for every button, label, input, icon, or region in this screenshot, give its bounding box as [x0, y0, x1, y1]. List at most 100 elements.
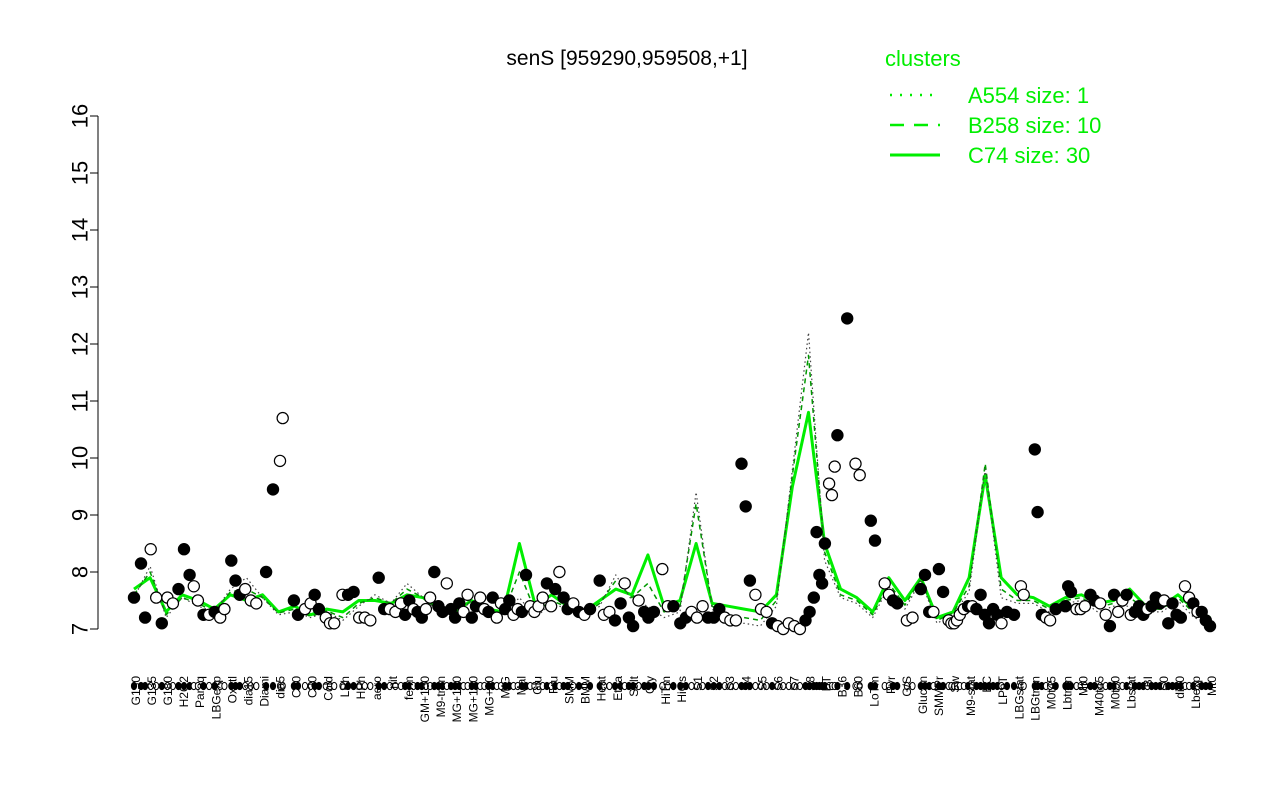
- x-tick-labels: G150 G135 G180 H2O2 Paraq LBGexp Oxctl dia15 Dia…: [129, 675, 1219, 722]
- x-rug-mark: [844, 681, 851, 691]
- x-tick-label: LPh: [338, 676, 352, 697]
- data-point: [544, 600, 558, 613]
- data-point: [825, 488, 839, 502]
- y-axis: 7 8 9 10 11 12 13 14 15 16: [68, 104, 99, 635]
- x-tick-label: M40t45: [1093, 676, 1107, 716]
- x-tick-label: S5: [755, 676, 769, 691]
- x-tick-label: M9-stat: [964, 675, 978, 716]
- data-point: [841, 312, 854, 325]
- x-tick-label: G150: [129, 676, 143, 706]
- y-tick-label: 14: [68, 218, 93, 242]
- y-tick-label: 16: [68, 104, 93, 128]
- series-line-b258: [133, 354, 1211, 622]
- data-point: [927, 605, 940, 619]
- data-point: [864, 514, 878, 527]
- data-point: [474, 591, 487, 604]
- data-point: [1059, 600, 1072, 613]
- x-rug-mark: [253, 681, 260, 691]
- x-rug-mark: [909, 681, 916, 691]
- legend: clusters A554 size: 1 B258 size: 10 C74 …: [885, 46, 1101, 168]
- x-rug-mark: [1003, 681, 1011, 691]
- data-point: [822, 477, 836, 490]
- data-point: [540, 577, 554, 590]
- x-tick-label: M0t45: [1044, 676, 1058, 710]
- x-rug-mark: [331, 681, 338, 691]
- data-point: [713, 602, 726, 616]
- x-tick-label: Mal: [514, 676, 528, 695]
- data-point: [1043, 614, 1057, 627]
- x-tick-label: S1: [691, 676, 705, 691]
- x-tick-label: G180: [161, 676, 175, 706]
- x-tick-label: BC: [980, 676, 994, 693]
- data-point: [225, 554, 238, 567]
- data-point: [448, 611, 462, 624]
- x-rug-mark: [856, 681, 863, 691]
- y-tick-label: 7: [68, 623, 93, 635]
- x-tick-label: M/G: [498, 676, 512, 699]
- x-tick-label: BMM: [579, 676, 593, 704]
- data-point: [760, 605, 773, 619]
- data-point: [831, 429, 844, 442]
- data-point: [486, 591, 499, 604]
- data-point: [250, 597, 263, 610]
- data-point: [810, 525, 823, 539]
- data-point: [656, 562, 669, 576]
- x-tick-label: LBGexp: [209, 676, 223, 720]
- y-tick-label: 8: [68, 566, 93, 578]
- data-point: [803, 605, 816, 619]
- data-point: [276, 411, 289, 425]
- x-tick-label: Sw: [948, 676, 962, 693]
- x-rug-mark: [294, 681, 302, 691]
- x-tick-label: SMM: [563, 676, 577, 704]
- data-point: [878, 577, 891, 590]
- data-point: [1178, 580, 1192, 593]
- x-tick-label: Salt: [627, 675, 641, 696]
- data-points: [127, 312, 1217, 636]
- data-point: [328, 617, 341, 630]
- legend-label-a554: A554 size: 1: [968, 83, 1089, 108]
- data-point: [172, 582, 185, 596]
- data-point: [918, 568, 932, 582]
- data-point: [868, 534, 882, 547]
- data-point: [166, 597, 180, 610]
- x-tick-label: Fru: [547, 676, 561, 694]
- data-point: [614, 597, 627, 610]
- data-point: [273, 454, 287, 468]
- data-point: [603, 605, 616, 619]
- x-tick-label: MG+150: [450, 676, 464, 723]
- x-rug-mark: [269, 681, 277, 691]
- x-rug-mark: [834, 681, 841, 691]
- chart-title: senS [959290,959508,+1]: [506, 47, 747, 70]
- data-point: [134, 557, 148, 570]
- data-point: [567, 597, 580, 610]
- x-tick-label: S0: [1157, 676, 1171, 691]
- x-tick-label: S4: [739, 676, 753, 691]
- data-point: [1166, 597, 1179, 610]
- x-tick-marks: [130, 681, 1214, 691]
- data-point: [970, 602, 983, 616]
- data-point: [1064, 585, 1078, 599]
- y-tick-label: 12: [68, 332, 93, 356]
- data-point: [735, 457, 748, 470]
- x-rug-mark: [650, 681, 658, 691]
- data-point: [632, 594, 645, 607]
- data-point: [749, 588, 762, 602]
- data-point: [149, 591, 163, 604]
- data-point: [553, 565, 566, 579]
- data-point: [608, 614, 622, 627]
- data-point: [440, 577, 453, 590]
- x-tick-label: S2: [707, 676, 721, 691]
- data-point: [308, 588, 321, 602]
- data-point: [287, 594, 301, 607]
- x-tick-label: G135: [145, 676, 159, 706]
- x-tick-label: dia15: [241, 676, 255, 706]
- x-tick-label: S7: [787, 676, 801, 691]
- x-tick-label: M9-tran: [434, 676, 448, 717]
- data-point: [1203, 619, 1217, 633]
- data-point: [549, 582, 562, 596]
- x-tick-label: SMMPr: [932, 676, 946, 716]
- data-point: [593, 574, 606, 587]
- x-tick-label: HPh: [354, 676, 368, 699]
- data-point: [347, 585, 360, 599]
